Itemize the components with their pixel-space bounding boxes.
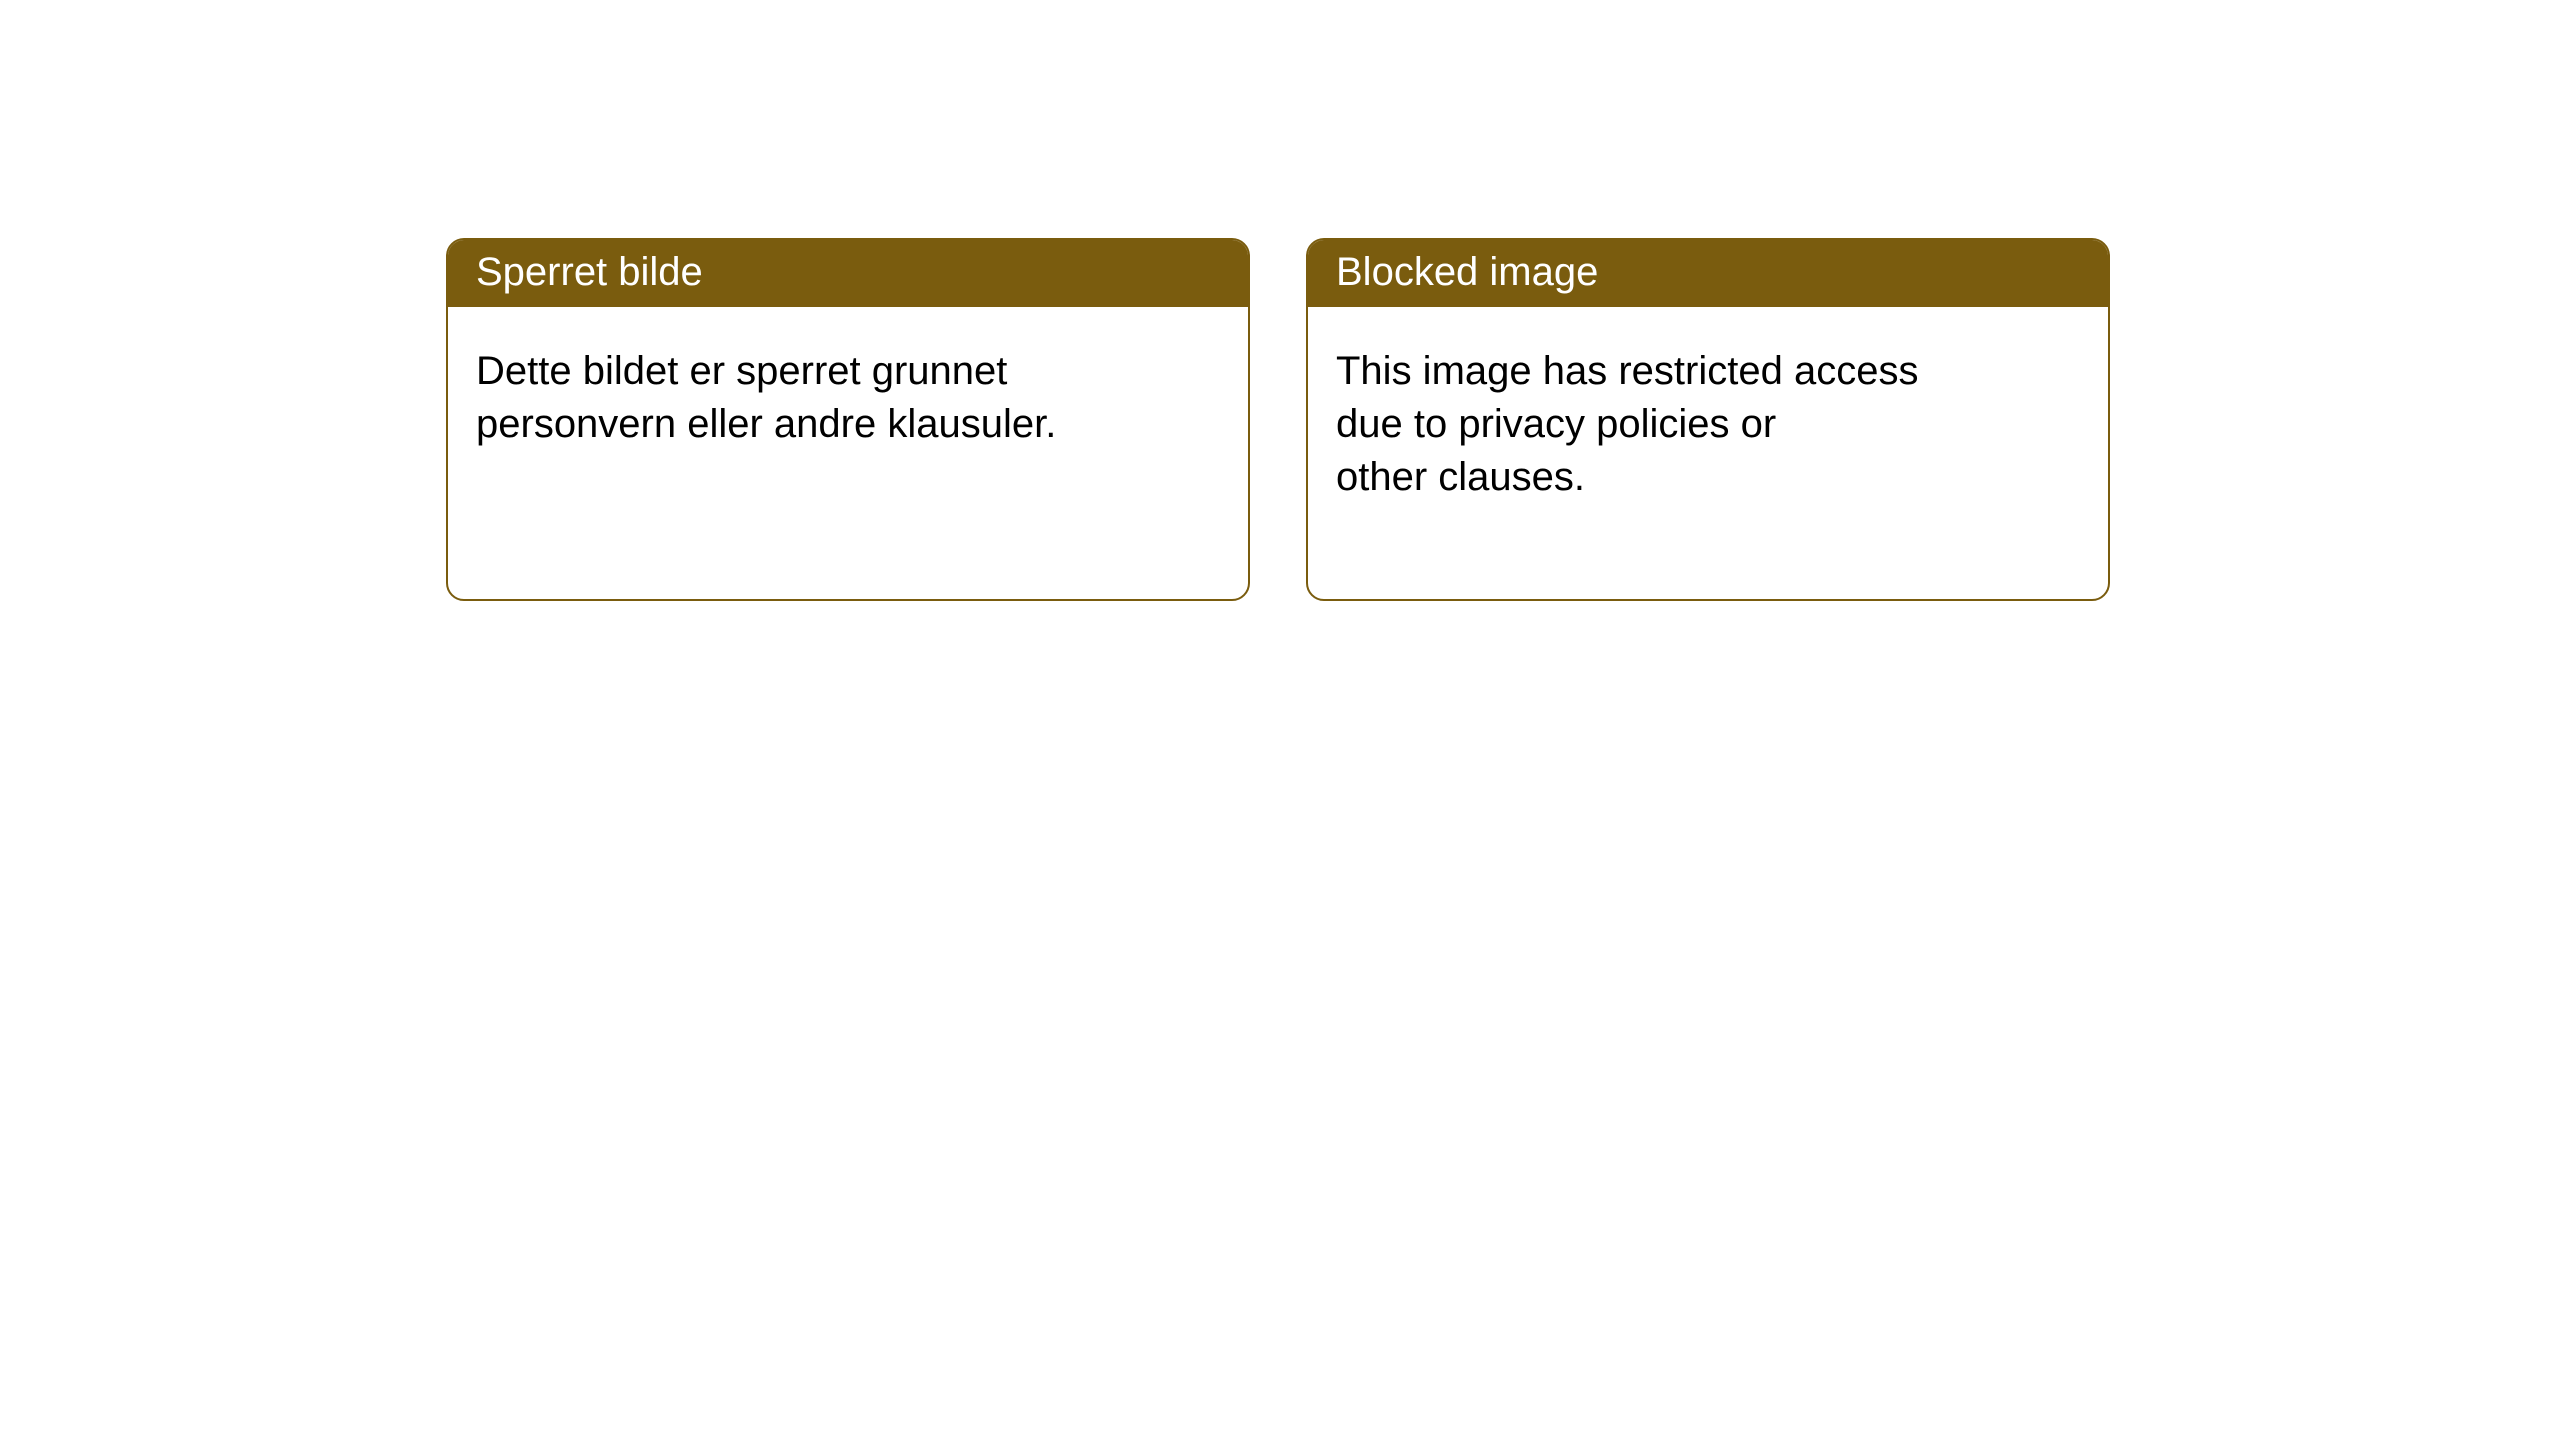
- notice-title: Sperret bilde: [476, 250, 703, 294]
- notice-body: This image has restricted access due to …: [1308, 307, 2108, 599]
- notice-header: Sperret bilde: [448, 240, 1248, 307]
- notice-card-english: Blocked image This image has restricted …: [1306, 238, 2110, 601]
- notice-card-norwegian: Sperret bilde Dette bildet er sperret gr…: [446, 238, 1250, 601]
- notice-header: Blocked image: [1308, 240, 2108, 307]
- notice-body: Dette bildet er sperret grunnet personve…: [448, 307, 1248, 547]
- notice-title: Blocked image: [1336, 250, 1598, 294]
- notice-container: Sperret bilde Dette bildet er sperret gr…: [0, 0, 2560, 601]
